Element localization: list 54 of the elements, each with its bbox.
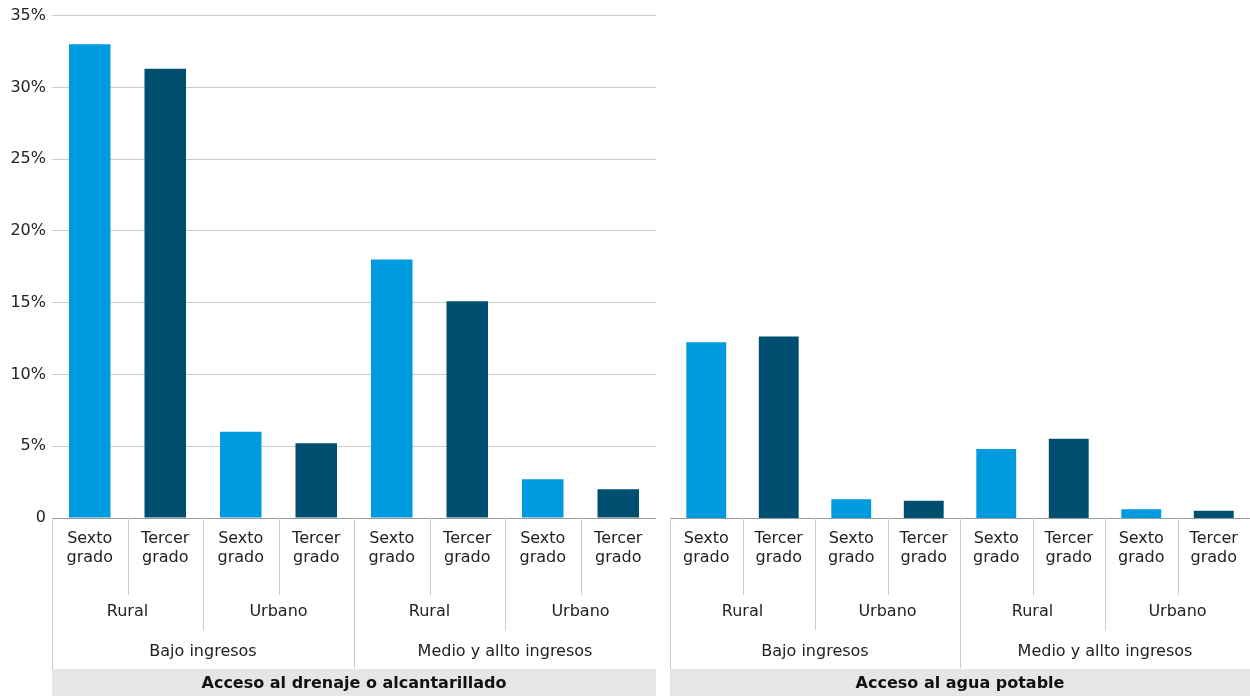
bar bbox=[1048, 438, 1089, 518]
x-tick-label: Tercer grado bbox=[593, 527, 643, 566]
x-tick-label: Tercer grado bbox=[898, 527, 949, 566]
y-tick-label: 15% bbox=[10, 291, 46, 311]
bar bbox=[446, 301, 489, 518]
text: Bajo ingresos bbox=[149, 641, 257, 661]
text: Rural bbox=[721, 601, 764, 621]
bar bbox=[686, 342, 727, 518]
x-tick-label: Sexto grado bbox=[973, 527, 1020, 566]
x-tick-label: Tercer grado bbox=[1043, 527, 1094, 566]
text: Medio y allto ingresos bbox=[1017, 641, 1193, 661]
bar bbox=[521, 479, 564, 518]
bar bbox=[1121, 509, 1162, 518]
bar bbox=[370, 259, 413, 518]
bar bbox=[219, 431, 262, 518]
bar bbox=[903, 500, 944, 518]
text: Rural bbox=[408, 601, 451, 621]
bar bbox=[144, 68, 187, 518]
bar bbox=[758, 336, 799, 518]
x-tick-label: Sexto grado bbox=[683, 527, 730, 566]
x-tick-label: Sexto grado bbox=[66, 527, 113, 566]
bar bbox=[68, 44, 111, 518]
x-tick-label: Sexto grado bbox=[1118, 527, 1165, 566]
x-tick-label: Sexto grado bbox=[519, 527, 566, 566]
text: Acceso al agua potable bbox=[855, 673, 1065, 693]
x-tick-label: Sexto grado bbox=[828, 527, 875, 566]
text: Urbano bbox=[1148, 601, 1207, 621]
x-tick-label: Tercer grado bbox=[1188, 527, 1239, 566]
text: Urbano bbox=[249, 601, 308, 621]
x-tick-label: Sexto grado bbox=[217, 527, 264, 566]
y-tick-label: 0 bbox=[35, 507, 46, 527]
bar bbox=[295, 443, 338, 518]
y-tick-label: 30% bbox=[10, 76, 46, 96]
x-tick-label: Tercer grado bbox=[753, 527, 804, 566]
y-tick-label: 5% bbox=[20, 435, 46, 455]
y-tick-label: 25% bbox=[10, 148, 46, 168]
text: Urbano bbox=[858, 601, 917, 621]
text: Rural bbox=[1011, 601, 1054, 621]
x-tick-label: Tercer grado bbox=[140, 527, 190, 566]
bar bbox=[831, 499, 872, 518]
x-tick-label: Tercer grado bbox=[291, 527, 341, 566]
text: Medio y allto ingresos bbox=[417, 641, 593, 661]
text: Rural bbox=[106, 601, 149, 621]
y-tick-label: 35% bbox=[10, 4, 46, 24]
y-tick-label: 10% bbox=[10, 363, 46, 383]
text: Urbano bbox=[551, 601, 610, 621]
x-tick-label: Sexto grado bbox=[368, 527, 415, 566]
text: Bajo ingresos bbox=[761, 641, 869, 661]
text: Acceso al drenaje o alcantarillado bbox=[201, 673, 507, 693]
bar bbox=[597, 489, 640, 518]
x-tick-label: Tercer grado bbox=[442, 527, 492, 566]
bar bbox=[976, 448, 1017, 518]
bar bbox=[1193, 510, 1234, 518]
y-tick-label: 20% bbox=[10, 220, 46, 240]
